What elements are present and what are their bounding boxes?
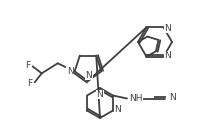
Text: N: N	[97, 90, 103, 99]
Text: N: N	[164, 24, 171, 33]
Text: F: F	[28, 79, 33, 88]
Text: F: F	[26, 61, 31, 70]
Text: N: N	[169, 93, 176, 102]
Text: N: N	[164, 51, 171, 60]
Text: N: N	[114, 105, 121, 114]
Text: N: N	[67, 67, 74, 76]
Text: NH: NH	[129, 94, 142, 103]
Text: N: N	[86, 71, 92, 80]
